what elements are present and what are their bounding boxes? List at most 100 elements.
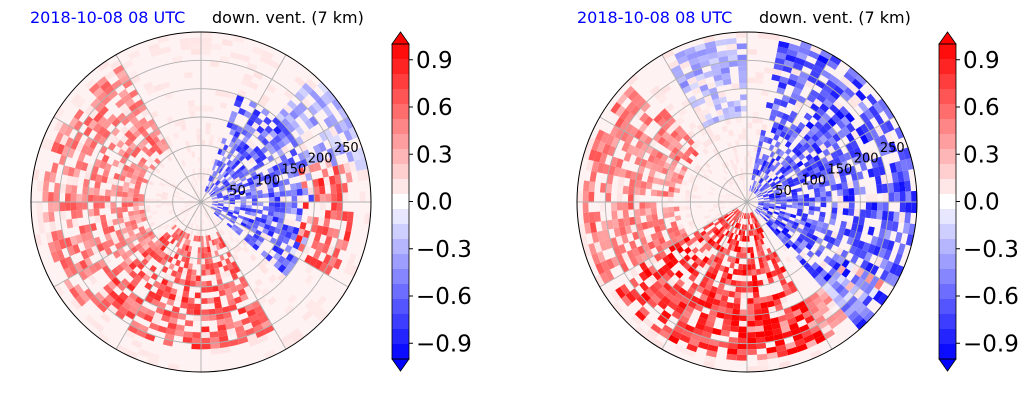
heatmap-cell xyxy=(111,159,120,168)
heatmap-cell xyxy=(152,246,160,254)
heatmap-cell xyxy=(202,207,204,214)
heatmap-cell xyxy=(251,202,258,206)
heatmap-cell xyxy=(283,304,295,315)
heatmap-cell xyxy=(755,216,760,222)
heatmap-cell xyxy=(803,197,810,202)
heatmap-cell xyxy=(779,176,787,183)
heatmap-cell xyxy=(112,178,119,186)
heatmap-cell xyxy=(167,203,173,207)
heatmap-cell xyxy=(232,143,239,151)
heatmap-cell xyxy=(782,217,789,223)
heatmap-cell xyxy=(724,161,730,168)
heatmap-cell xyxy=(279,207,286,214)
heatmap-cell xyxy=(747,332,756,338)
heatmap-cell xyxy=(190,204,196,208)
heatmap-cell xyxy=(134,184,141,190)
heatmap-cell xyxy=(699,167,707,174)
heatmap-cell xyxy=(702,255,710,264)
heatmap-cell xyxy=(722,289,730,297)
heatmap-cell xyxy=(689,174,697,181)
heatmap-cell xyxy=(689,223,697,230)
heatmap-cell xyxy=(221,177,227,184)
heatmap-cell xyxy=(267,296,277,306)
heatmap-cell xyxy=(809,103,820,113)
heatmap-cell xyxy=(702,140,710,149)
heatmap-cell xyxy=(650,294,662,305)
heatmap-cell xyxy=(201,281,207,287)
heatmap-cell xyxy=(658,108,669,118)
heatmap-cell xyxy=(850,274,861,285)
heatmap-cell xyxy=(242,216,250,222)
heatmap-cell xyxy=(236,227,244,234)
heatmap-cell xyxy=(209,182,214,188)
heatmap-cell xyxy=(704,355,717,364)
heatmap-cell xyxy=(341,182,349,193)
heatmap-cell xyxy=(739,252,744,259)
heatmap-cell xyxy=(323,218,331,228)
heatmap-cell xyxy=(705,244,713,252)
heatmap-cell xyxy=(153,83,163,93)
heatmap-cell xyxy=(712,98,721,106)
heatmap-cell xyxy=(286,225,295,233)
heatmap-cell xyxy=(168,316,178,325)
heatmap-cell xyxy=(102,255,112,265)
heatmap-cell xyxy=(812,182,820,189)
heatmap-cell xyxy=(676,319,687,330)
heatmap-cell xyxy=(653,280,663,291)
heatmap-cell xyxy=(639,187,646,196)
heatmap-cell xyxy=(812,112,822,122)
heatmap-cell xyxy=(248,81,259,91)
heatmap-cell xyxy=(904,180,911,192)
heatmap-cell xyxy=(803,161,811,168)
heatmap-cell xyxy=(730,244,736,252)
heatmap-cell xyxy=(588,212,596,223)
heatmap-cell xyxy=(724,242,730,250)
heatmap-cell xyxy=(133,197,139,202)
heatmap-cell xyxy=(215,189,221,194)
panel-title-date: 2018-10-08 08 UTC xyxy=(577,8,732,27)
heatmap-cell xyxy=(835,148,844,157)
heatmap-cell xyxy=(757,239,762,246)
heatmap-cell xyxy=(236,170,244,177)
heatmap-cell xyxy=(48,202,54,213)
heatmap-cell xyxy=(207,217,212,223)
heatmap-cell xyxy=(783,161,790,169)
heatmap-cell xyxy=(703,70,714,79)
heatmap-cell xyxy=(201,315,209,321)
heatmap-cell xyxy=(98,105,109,117)
heatmap-cell xyxy=(45,139,55,151)
heatmap-cell xyxy=(802,149,810,158)
heatmap-cell xyxy=(759,238,765,245)
heatmap-cell xyxy=(751,223,755,230)
heatmap-cell xyxy=(283,218,290,226)
heatmap-cell xyxy=(94,215,101,224)
heatmap-cell xyxy=(248,313,259,323)
heatmap-cell xyxy=(800,181,808,188)
heatmap-cell xyxy=(853,209,861,217)
heatmap-cell xyxy=(241,78,251,87)
heatmap-cell xyxy=(106,238,115,248)
heatmap-cell xyxy=(274,202,281,208)
heatmap-cell xyxy=(130,319,141,330)
heatmap-cell xyxy=(273,134,282,144)
heatmap-cell xyxy=(714,293,723,301)
heatmap-cell xyxy=(121,206,128,213)
heatmap-cell xyxy=(305,299,317,311)
heatmap-cell xyxy=(88,108,99,120)
heatmap-cell xyxy=(758,177,763,184)
heatmap-cell xyxy=(312,144,322,155)
heatmap-cell xyxy=(141,250,149,259)
heatmap-cell xyxy=(755,222,760,229)
heatmap-cell xyxy=(182,290,190,298)
heatmap-cell xyxy=(215,218,222,224)
heatmap-cell xyxy=(775,154,782,162)
heatmap-cell xyxy=(278,212,286,219)
colorbar-segment xyxy=(939,179,956,195)
heatmap-cell xyxy=(764,329,774,337)
heatmap-cell xyxy=(286,99,298,110)
heatmap-cell xyxy=(223,172,230,178)
heatmap-cell xyxy=(115,295,126,306)
heatmap-cell xyxy=(614,128,625,140)
heatmap-cell xyxy=(241,219,249,225)
heatmap-cell xyxy=(137,236,145,243)
